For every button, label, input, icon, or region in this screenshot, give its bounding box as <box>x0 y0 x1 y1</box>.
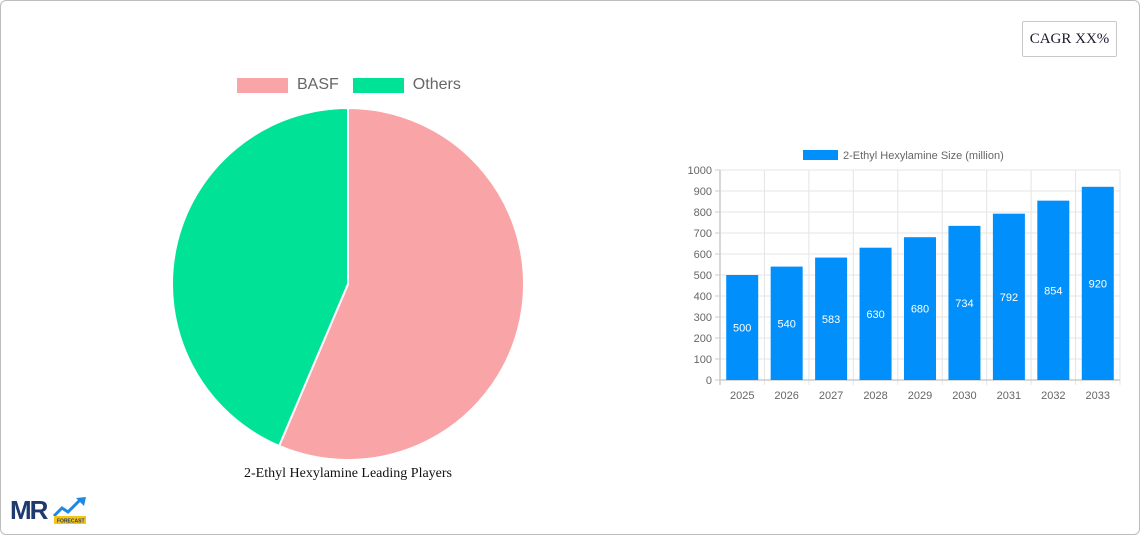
bar-value-label: 630 <box>866 309 884 321</box>
svg-text:FORECAST: FORECAST <box>57 519 85 525</box>
bar-value-label: 854 <box>1044 285 1062 297</box>
mr-forecast-logo: MR FORECAST <box>10 495 86 525</box>
bar-2027[interactable] <box>815 257 848 380</box>
bar-value-label: 680 <box>911 304 929 316</box>
legend-label-size: 2-Ethyl Hexylamine Size (million) <box>843 150 1004 162</box>
y-tick-label: 1000 <box>688 165 712 177</box>
x-tick-label: 2027 <box>819 390 843 402</box>
legend-item-basf[interactable]: BASF <box>237 76 339 94</box>
y-tick-label: 700 <box>694 228 712 240</box>
bar-value-label: 734 <box>955 298 973 310</box>
bar-value-label: 500 <box>733 323 751 335</box>
cagr-badge: CAGR XX% <box>1022 21 1117 57</box>
y-tick-label: 400 <box>694 291 712 303</box>
x-tick-label: 2025 <box>730 390 754 402</box>
legend-swatch-size <box>803 150 838 160</box>
legend-swatch-others <box>352 77 404 93</box>
bar-2028[interactable] <box>859 247 892 380</box>
x-tick-label: 2028 <box>863 390 887 402</box>
bar-value-label: 920 <box>1089 278 1107 290</box>
x-tick-label: 2026 <box>774 390 798 402</box>
bar-value-label: 792 <box>1000 292 1018 304</box>
x-tick-label: 2030 <box>952 390 976 402</box>
bar-legend[interactable]: 2-Ethyl Hexylamine Size (million) <box>803 150 1004 162</box>
bar-2032[interactable] <box>1037 200 1070 380</box>
y-tick-label: 0 <box>706 375 712 387</box>
legend-swatch-basf <box>237 77 288 93</box>
pie-chart <box>171 106 525 461</box>
pie-legend: BASF Others <box>237 75 475 95</box>
bar-2026[interactable] <box>770 266 803 380</box>
trend-arrow-icon <box>52 498 82 518</box>
x-tick-label: 2029 <box>908 390 932 402</box>
bar-2030[interactable] <box>948 225 981 380</box>
x-tick-label: 2031 <box>997 390 1021 402</box>
pie-slice-others[interactable] <box>171 106 349 448</box>
legend-label-others: Others <box>412 76 461 93</box>
bar-chart: 2-Ethyl Hexylamine Size (million) 0 100 200… <box>688 150 1121 402</box>
legend-label-basf: BASF <box>297 76 339 93</box>
bar-2033[interactable] <box>1081 186 1114 380</box>
x-tick-label: 2033 <box>1086 390 1110 402</box>
y-tick-label: 600 <box>694 249 712 261</box>
legend-item-others[interactable]: Others <box>352 76 461 94</box>
x-tick-label: 2032 <box>1041 390 1065 402</box>
y-tick-label: 800 <box>694 207 712 219</box>
y-tick-label: 100 <box>694 354 712 366</box>
logo-text: MR <box>10 495 49 525</box>
cagr-label: CAGR XX% <box>1029 30 1110 47</box>
bar-2031[interactable] <box>992 213 1025 380</box>
y-tick-label: 500 <box>694 270 712 282</box>
y-tick-label: 900 <box>694 186 712 198</box>
bar-2025[interactable] <box>726 275 759 380</box>
y-tick-label: 300 <box>694 312 712 324</box>
pie-slice-basf[interactable] <box>277 106 525 461</box>
bar-value-label: 540 <box>777 318 795 330</box>
pie-chart-title: 2-Ethyl Hexylamine Leading Players <box>244 466 452 481</box>
bar-value-label: 583 <box>822 314 840 326</box>
bar-2029[interactable] <box>904 237 936 380</box>
y-tick-label: 200 <box>694 333 712 345</box>
